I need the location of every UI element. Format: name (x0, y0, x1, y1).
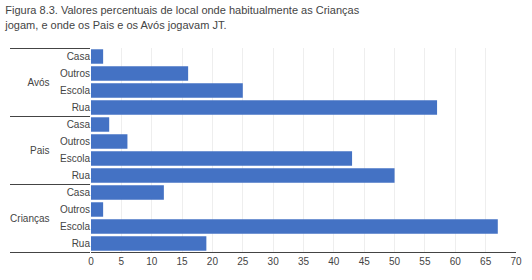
svg-text:Avós: Avós (27, 77, 49, 88)
svg-text:Escola: Escola (60, 85, 90, 96)
svg-text:15: 15 (177, 256, 189, 267)
svg-text:Outros: Outros (60, 136, 90, 147)
svg-text:10: 10 (146, 256, 158, 267)
svg-text:Outros: Outros (60, 204, 90, 215)
svg-text:30: 30 (268, 256, 280, 267)
svg-text:Rua: Rua (72, 102, 91, 113)
svg-text:Figura 8.3. Valores percentuai: Figura 8.3. Valores percentuais de local… (4, 4, 359, 30)
svg-text:50: 50 (389, 256, 401, 267)
svg-text:25: 25 (237, 256, 249, 267)
svg-text:70: 70 (510, 256, 522, 267)
svg-text:20: 20 (207, 256, 219, 267)
svg-text:Outros: Outros (60, 68, 90, 79)
svg-text:60: 60 (450, 256, 462, 267)
svg-text:Casa: Casa (67, 119, 91, 130)
svg-text:Pais: Pais (30, 145, 49, 156)
svg-text:65: 65 (480, 256, 492, 267)
svg-text:5: 5 (119, 256, 125, 267)
svg-text:Escola: Escola (60, 153, 90, 164)
svg-text:Rua: Rua (72, 170, 91, 181)
svg-text:40: 40 (328, 256, 340, 267)
svg-text:Crianças: Crianças (10, 213, 49, 224)
svg-text:Casa: Casa (67, 187, 91, 198)
svg-text:45: 45 (359, 256, 371, 267)
svg-text:Casa: Casa (67, 51, 91, 62)
svg-text:55: 55 (419, 256, 431, 267)
svg-text:Escola: Escola (60, 221, 90, 232)
svg-text:35: 35 (298, 256, 310, 267)
svg-text:Rua: Rua (72, 238, 91, 249)
svg-text:0: 0 (88, 256, 94, 267)
